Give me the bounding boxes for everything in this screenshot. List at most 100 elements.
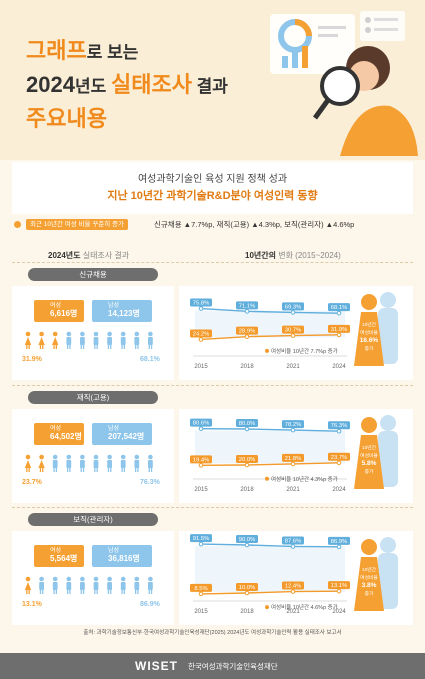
male-figure-icon [93,454,99,472]
female-label-bg [236,583,258,591]
male-data-point [198,541,204,547]
male-label-bg [236,419,258,427]
male-figure-icon [80,576,85,594]
trend-chart-panel: 91.5% 90.0% 87.6% 86.9% 8.5% 10.0% 12.4% 13.1% 2… [179,531,413,625]
callout-text: 3.8% [362,582,377,589]
female-figure-icon [38,454,45,472]
callout-text: 여성비율 [360,452,378,459]
male-data-point [244,426,250,432]
male-label-bg [328,303,350,312]
female-label-bg [190,329,212,338]
callout-text: 10년간 [362,321,377,328]
change-note: 여성비율 10년간 4.3%p 증가 [271,475,338,483]
male-data-label: 80.0% [239,421,255,427]
note-bullet [265,605,269,610]
female-data-point [336,588,342,594]
female-series-line [200,334,340,341]
female-label: 여성 [50,303,62,309]
female-label-bg [236,326,258,335]
wiset-logo: WISET [135,659,178,673]
section-tag: 신규채용 [28,268,158,281]
figure-row [24,331,153,349]
female-data-label: 31.9% [331,327,347,333]
callout-text: 여성비율 [360,574,378,581]
trend-chart-panel: 80.6% 80.0% 78.2% 76.3% 19.4% 20.0% 21.8% 23.7%… [179,409,413,503]
callout-figures [354,292,398,366]
hero-banner: 그래프로 보는 2024년도 실태조사 결과 주요내용 [0,0,425,160]
male-figure-icon [134,576,140,594]
female-label-bg [190,583,212,592]
male-label: 남성 [108,426,120,432]
callout-figures [354,415,398,489]
female-label: 여성 [50,548,62,554]
callout-text: 증가 [365,590,374,597]
callout-text: 여성비율 [360,329,378,336]
headline-line2: 2024년도 실태조사 결과 [26,72,228,97]
male-data-point [244,309,250,314]
male-data-label: 91.5% [193,536,209,542]
female-label: 여성 [50,426,62,432]
male-figure-icon [148,331,153,349]
male-data-label: 80.6% [193,421,209,427]
trend-chart-panel: 75.8% 71.1% 69.3% 68.1% 24.2% 28.9% 30.7% 31.9%… [179,286,413,380]
headline-line1: 그래프로 보는 [26,38,139,63]
male-data-label: 68.1% [331,305,347,311]
male-data-label: 87.6% [285,538,301,544]
callout-text: 10년간 [362,444,377,451]
male-label-bg [236,301,258,310]
male-label-bg [190,534,212,543]
male-count-box: 남성 36,816명 [92,545,152,567]
female-data-label: 8.5% [194,586,207,592]
male-data-point [198,306,204,311]
change-note: 여성비율 10년간 7.7%p 증가 [271,347,338,355]
male-figure-icon [66,576,72,594]
x-tick-label: 2018 [240,364,254,370]
trend-line-chart: 80.6% 80.0% 78.2% 76.3% 19.4% 20.0% 21.8% 23.7%… [190,415,398,493]
x-tick-label: 2021 [286,364,300,370]
gender-count-panel: 여성 6,616명 남성 14,123명 31.9% 68.1% [12,286,174,380]
female-count: 5,564명 [50,554,78,563]
subtitle-block: 여성과학기술인 육성 지원 정책 성과 지난 10년간 과학기술R&D분야 여성… [12,162,413,214]
female-label-bg [328,324,350,333]
callout-text: 5.8% [362,460,377,467]
male-figure-icon [93,576,99,594]
female-data-point [244,462,250,468]
male-label: 남성 [108,548,120,554]
x-tick-label: 2015 [194,364,208,370]
female-label-bg [190,455,212,464]
female-data-label: 23.7% [331,455,347,461]
male-label: 남성 [108,303,120,309]
highlight-text: 신규채용 ▲7.7%p, 재직(고용) ▲4.3%p, 보직(관리자) ▲4.6… [154,220,355,229]
female-figure-icon [24,331,32,349]
headline-line3: 주요내용 [26,106,107,131]
male-label-bg [282,302,304,311]
female-series-line [200,590,340,595]
gender-count-panel: 여성 5,564명 남성 36,816명 13.1% 86.9% [12,531,174,625]
female-percent: 23.7% [22,479,42,486]
female-data-point [290,589,296,594]
source-note: 출처: 과학기술정보통신부·한국여성과학기술인육성재단(2025) 2024년도… [83,630,342,636]
male-figure-icon [134,454,140,472]
male-count: 207,542명 [108,432,145,441]
male-data-label: 76.3% [331,423,347,429]
female-label-bg [282,453,304,462]
male-data-point [290,427,296,433]
female-figure-icon [24,454,32,472]
highlight-dot [14,221,21,228]
male-series-line [200,307,340,314]
male-figure-icon [52,454,58,472]
male-data-label: 69.3% [285,304,301,310]
female-data-label: 24.2% [193,331,209,337]
female-data-label: 10.0% [239,585,255,591]
male-label-bg [282,420,304,429]
female-data-label: 19.4% [193,457,209,463]
male-figure-icon [52,576,58,594]
male-data-label: 75.8% [193,301,209,307]
male-data-point [290,310,296,315]
female-count: 6,616명 [50,309,78,318]
figure-row [24,576,153,594]
male-figure-icon [80,331,85,349]
male-figure-icon [120,454,126,472]
male-data-point [244,542,250,548]
